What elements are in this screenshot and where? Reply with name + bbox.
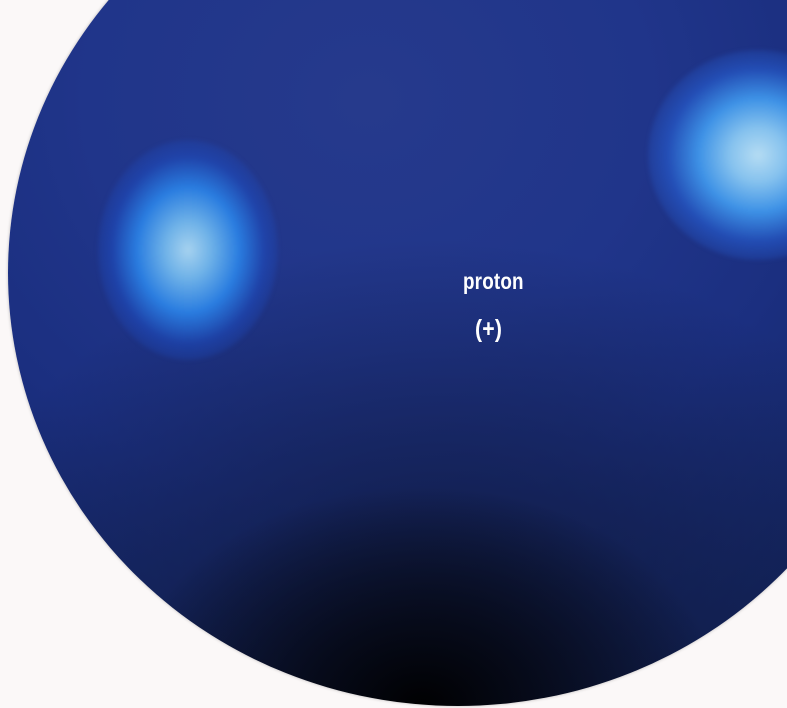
right-light-glow <box>648 50 787 260</box>
particle-charge-label: (+) <box>475 315 503 343</box>
proton-sphere <box>8 0 787 706</box>
left-light-glow <box>98 140 278 360</box>
particle-name-label: proton <box>463 268 524 294</box>
